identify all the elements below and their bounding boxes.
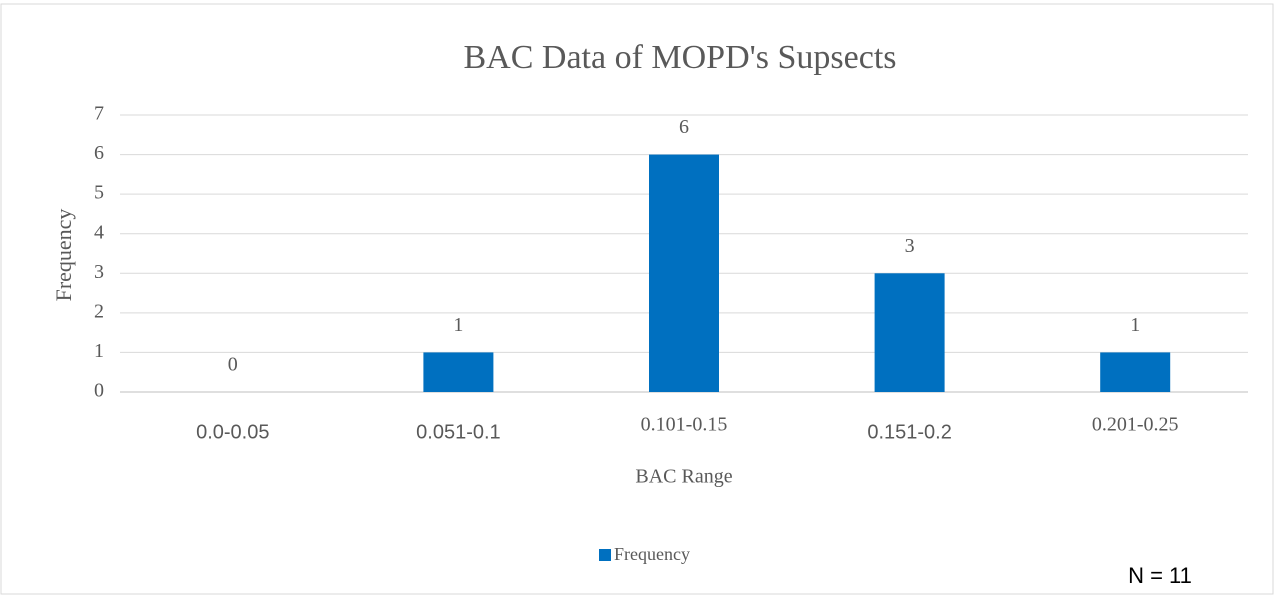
y-tick-label: 1 bbox=[94, 340, 104, 362]
x-tick-label: 0.151-0.2 bbox=[867, 421, 952, 443]
data-label: 3 bbox=[905, 235, 915, 257]
legend-label: Frequency bbox=[614, 544, 690, 564]
chart-border bbox=[0, 3, 1274, 595]
y-tick-label: 0 bbox=[94, 380, 104, 402]
data-label: 1 bbox=[453, 314, 463, 336]
x-tick-label: 0.051-0.1 bbox=[416, 421, 501, 443]
x-tick-label: 0.101-0.15 bbox=[641, 414, 728, 436]
x-tick-label: 0.201-0.25 bbox=[1092, 414, 1179, 436]
data-label: 6 bbox=[679, 116, 689, 138]
legend-swatch bbox=[599, 549, 611, 561]
x-axis-label: BAC Range bbox=[635, 466, 732, 488]
data-label: 0 bbox=[228, 354, 238, 376]
bar bbox=[423, 352, 494, 392]
y-axis-label: Frequency bbox=[51, 209, 76, 302]
y-tick-label: 3 bbox=[94, 261, 104, 283]
annotation: N = 11 bbox=[1128, 563, 1192, 588]
data-label: 1 bbox=[1130, 314, 1140, 336]
chart-title: BAC Data of MOPD's Supsects bbox=[463, 39, 896, 76]
y-tick-label: 5 bbox=[94, 182, 104, 204]
bar bbox=[649, 154, 719, 392]
bar bbox=[1100, 352, 1171, 392]
bar bbox=[874, 273, 945, 392]
y-tick-label: 6 bbox=[94, 142, 104, 164]
x-tick-label: 0.0-0.05 bbox=[196, 421, 269, 443]
y-tick-label: 7 bbox=[94, 103, 104, 125]
y-tick-label: 2 bbox=[94, 300, 104, 322]
y-tick-label: 4 bbox=[94, 221, 104, 243]
